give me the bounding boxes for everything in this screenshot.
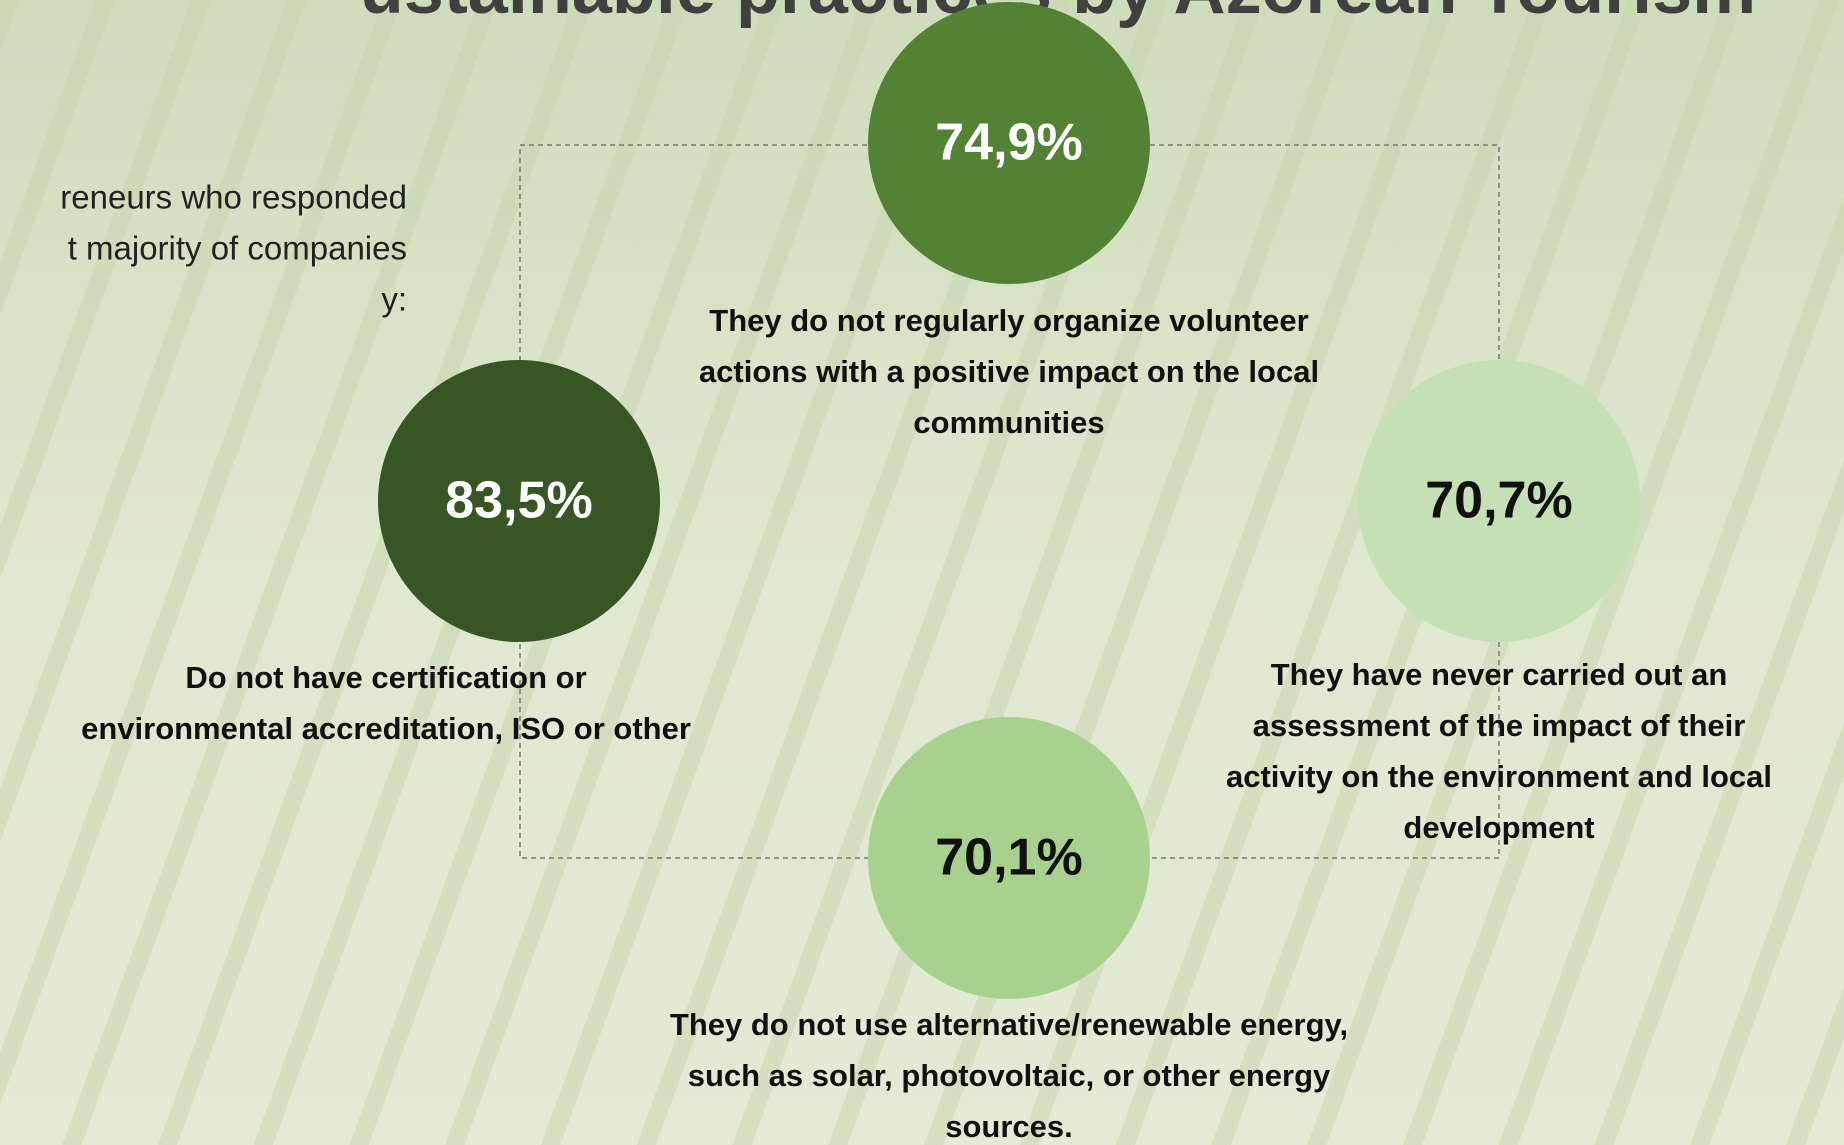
stat-description: communities — [913, 405, 1104, 440]
stat-description: assessment of the impact of their — [1253, 708, 1746, 743]
page: {"header": {"title": "ustainable practic… — [0, 0, 1844, 1145]
stat-value: 83,5% — [445, 472, 592, 530]
stat-value: 70,7% — [1425, 472, 1572, 530]
intro-line: reneurs who responded — [60, 179, 407, 216]
intro-line: y: — [381, 281, 407, 318]
stat-value: 70,1% — [935, 829, 1082, 887]
stat-description: such as solar, photovoltaic, or other en… — [688, 1058, 1331, 1093]
stat-description: environmental accreditation, ISO or othe… — [81, 711, 691, 746]
stat-description: activity on the environment and local — [1226, 759, 1772, 794]
stat-description: They do not regularly organize volunteer — [709, 303, 1308, 338]
stat-description: They have never carried out an — [1271, 657, 1728, 692]
stat-description: sources. — [945, 1109, 1073, 1144]
slide: ustainable practices by Azorean Tourism … — [0, 0, 1844, 1145]
stat-description: development — [1403, 810, 1594, 845]
stat-value: 74,9% — [935, 114, 1082, 172]
intro-line: t majority of companies — [68, 230, 407, 267]
stat-description: They do not use alternative/renewable en… — [670, 1007, 1348, 1042]
stat-description: Do not have certification or — [185, 660, 586, 695]
stat-description: actions with a positive impact on the lo… — [699, 354, 1319, 389]
